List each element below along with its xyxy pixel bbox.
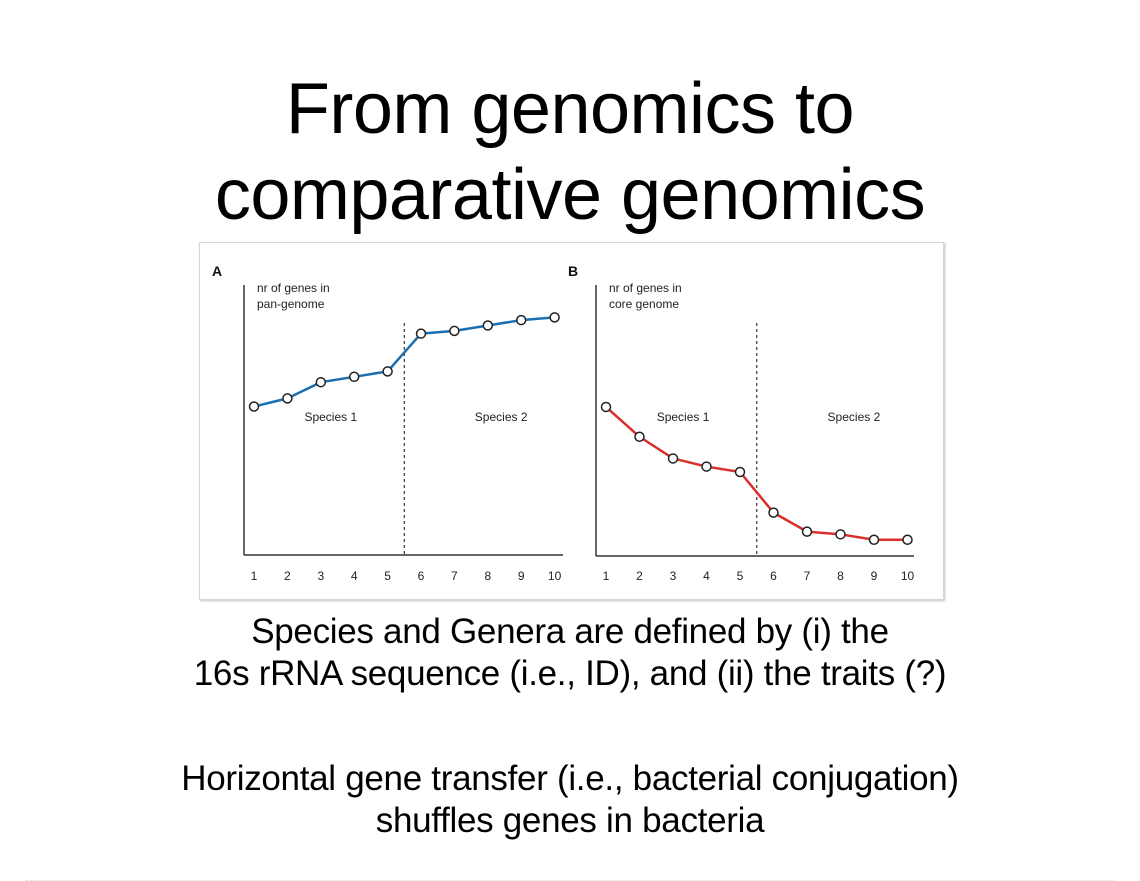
data-point — [701, 461, 712, 472]
title-line-1: From genomics to — [285, 69, 855, 149]
x-tick-label: 2 — [284, 569, 291, 583]
paragraph2-line-1: Horizontal gene transfer (i.e., bacteria… — [181, 759, 959, 798]
data-point — [734, 466, 746, 478]
paragraph2-line-2: shuffles genes in bacteria — [375, 801, 765, 840]
y-axis-label: nr of genes in — [609, 281, 682, 295]
x-tick-label: 9 — [871, 569, 878, 583]
data-point — [282, 393, 293, 404]
paragraph1-line-2: 16s rRNA sequence (i.e., ID), and (ii) t… — [193, 654, 947, 693]
x-tick-label: 4 — [703, 569, 710, 583]
x-tick-label: 5 — [384, 569, 391, 583]
y-axis-label: core genome — [609, 297, 679, 311]
x-tick-label: 1 — [603, 569, 610, 583]
panel-label-b: B — [568, 263, 578, 279]
data-point — [382, 366, 393, 377]
x-tick-label: 3 — [670, 569, 677, 583]
title-line-2: comparative genomics — [214, 155, 926, 235]
panel-label-a: A — [212, 263, 222, 279]
data-point — [482, 320, 494, 331]
data-point — [667, 453, 679, 464]
x-tick-label: 8 — [484, 569, 491, 583]
data-point — [449, 325, 460, 337]
x-tick-label: 2 — [636, 569, 643, 583]
x-tick-label: 7 — [451, 569, 458, 583]
x-tick-label: 4 — [351, 569, 358, 583]
y-axis-label: nr of genes in — [257, 281, 330, 295]
x-tick-label: 10 — [548, 569, 562, 583]
paragraph-horizontal-gene-transfer: Horizontal gene transfer (i.e., bacteria… — [0, 758, 1140, 842]
region-label: Species 2 — [475, 410, 528, 424]
data-point — [515, 314, 527, 326]
data-point — [600, 401, 612, 413]
region-label: Species 1 — [657, 410, 710, 424]
region-label: Species 2 — [828, 410, 881, 424]
figure-charts: Anr of genes in pan-genome Species 1 Specie… — [212, 263, 915, 583]
data-point — [315, 376, 327, 388]
slide-title: From genomics to comparative genomics — [0, 66, 1140, 238]
paragraph-species-definition: Species and Genera are defined by (i) th… — [0, 611, 1140, 695]
pan-genome-line — [253, 316, 555, 408]
data-point — [768, 507, 779, 518]
x-tick-label: 6 — [418, 569, 425, 583]
x-tick-label: 8 — [837, 569, 844, 583]
x-tick-label: 9 — [518, 569, 525, 583]
x-tick-label: 1 — [251, 569, 258, 583]
core-genome-line — [605, 406, 908, 541]
data-point — [634, 431, 645, 443]
data-point — [415, 328, 427, 339]
x-tick-label: 5 — [737, 569, 744, 583]
y-axis-label: pan-genome — [257, 297, 325, 311]
data-point — [348, 371, 360, 383]
data-point — [248, 401, 260, 412]
x-tick-label: 7 — [804, 569, 811, 583]
data-point — [902, 534, 913, 545]
x-tick-label: 10 — [901, 569, 915, 583]
x-tick-label: 3 — [317, 569, 324, 583]
data-point — [801, 526, 813, 537]
x-tick-label: 6 — [770, 569, 777, 583]
data-point — [835, 529, 846, 540]
data-point — [549, 312, 560, 323]
data-point — [868, 534, 880, 545]
paragraph1-line-1: Species and Genera are defined by (i) th… — [251, 612, 889, 651]
region-label: Species 1 — [304, 410, 357, 424]
